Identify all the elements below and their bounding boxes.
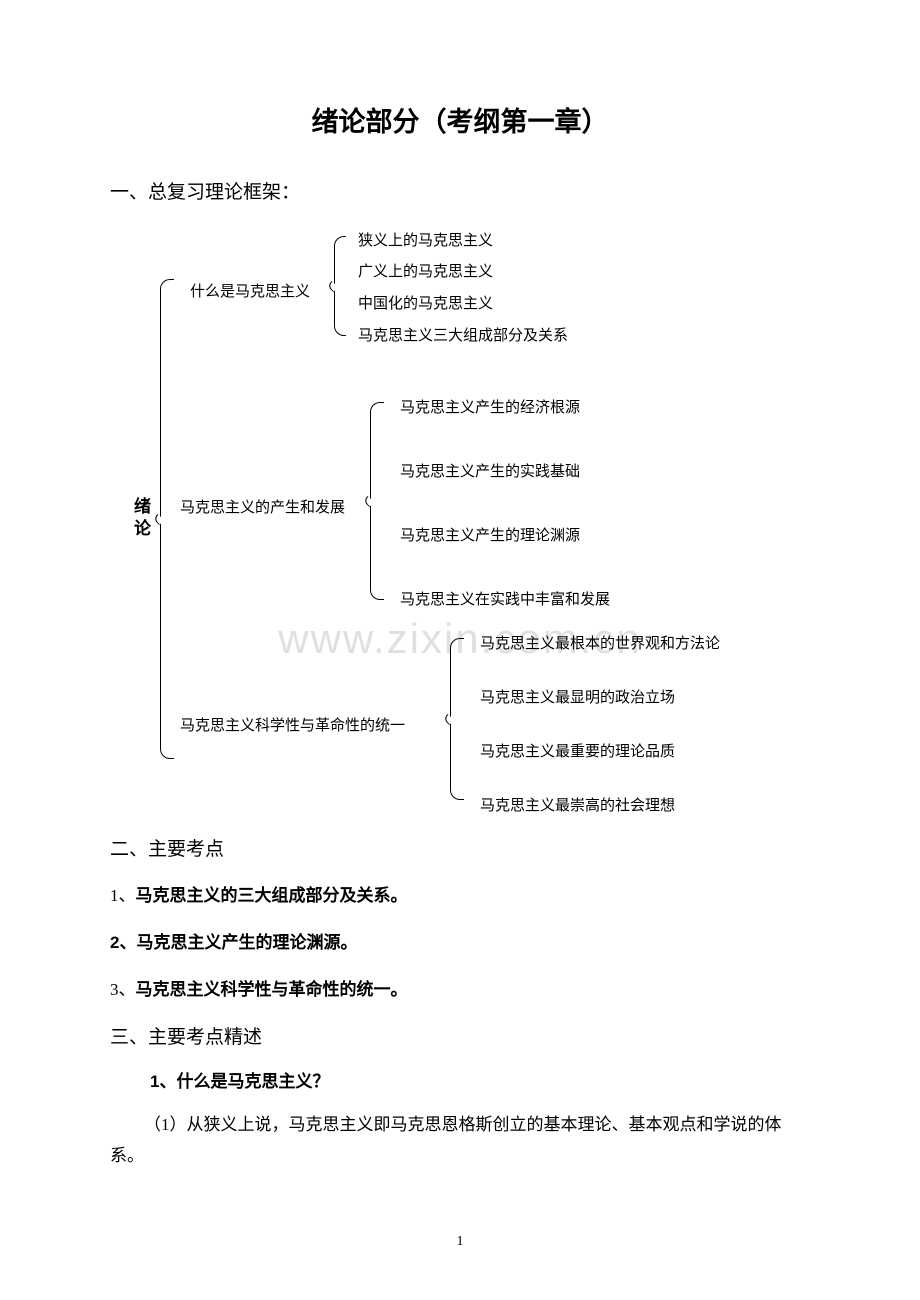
page-title: 绪论部分（考纲第一章） bbox=[110, 100, 810, 139]
branch1-item3: 马克思主义三大组成部分及关系 bbox=[358, 324, 568, 345]
branch1-item0: 狭义上的马克思主义 bbox=[358, 229, 493, 250]
exam-point-2-text: 马克思主义产生的理论渊源。 bbox=[136, 933, 357, 952]
branch2-item2: 马克思主义产生的理论渊源 bbox=[400, 524, 580, 545]
branch2-label: 马克思主义的产生和发展 bbox=[180, 496, 345, 517]
tree-root-char2: 论 bbox=[134, 514, 151, 539]
branch3-item2: 马克思主义最重要的理论品质 bbox=[480, 740, 675, 761]
exam-point-3-num: 3、 bbox=[110, 980, 136, 999]
branch3-label: 马克思主义科学性与革命性的统一 bbox=[180, 714, 405, 735]
exam-point-1: 1、马克思主义的三大组成部分及关系。 bbox=[110, 881, 810, 906]
branch2-item1: 马克思主义产生的实践基础 bbox=[400, 460, 580, 481]
branch3-item3: 马克思主义最崇高的社会理想 bbox=[480, 794, 675, 815]
exam-point-1-text: 马克思主义的三大组成部分及关系。 bbox=[136, 886, 408, 905]
exam-point-2-num: 2、 bbox=[110, 933, 136, 952]
branch3-item0: 马克思主义最根本的世界观和方法论 bbox=[480, 632, 720, 653]
brace-branch3 bbox=[450, 638, 464, 800]
branch2-item0: 马克思主义产生的经济根源 bbox=[400, 396, 580, 417]
exam-point-3: 3、马克思主义科学性与革命性的统一。 bbox=[110, 975, 810, 1000]
section3-heading: 三、主要考点精述 bbox=[110, 1022, 810, 1049]
brace-branch2 bbox=[370, 402, 384, 600]
exam-point-1-num: 1、 bbox=[110, 886, 136, 905]
branch1-item1: 广义上的马克思主义 bbox=[358, 260, 493, 281]
exam-point-2: 2、马克思主义产生的理论渊源。 bbox=[110, 928, 810, 953]
section3-paragraph: （1）从狭义上说，马克思主义即马克思恩格斯创立的基本理论、基本观点和学说的体系。 bbox=[110, 1110, 810, 1171]
page-number: 1 bbox=[457, 1234, 464, 1250]
tree-diagram: 绪 论 什么是马克思主义 狭义上的马克思主义 广义上的马克思主义 中国化的马克思… bbox=[110, 224, 810, 804]
section3-sub: 1、什么是马克思主义？ bbox=[150, 1067, 810, 1092]
brace-branch1 bbox=[334, 236, 346, 336]
branch1-label: 什么是马克思主义 bbox=[190, 280, 310, 301]
branch3-item1: 马克思主义最显明的政治立场 bbox=[480, 686, 675, 707]
brace-main bbox=[160, 279, 174, 759]
exam-point-3-text: 马克思主义科学性与革命性的统一。 bbox=[136, 980, 408, 999]
section1-heading: 一、总复习理论框架： bbox=[110, 177, 810, 204]
branch2-item3: 马克思主义在实践中丰富和发展 bbox=[400, 588, 610, 609]
section2-heading: 二、主要考点 bbox=[110, 834, 810, 861]
branch1-item2: 中国化的马克思主义 bbox=[358, 292, 493, 313]
